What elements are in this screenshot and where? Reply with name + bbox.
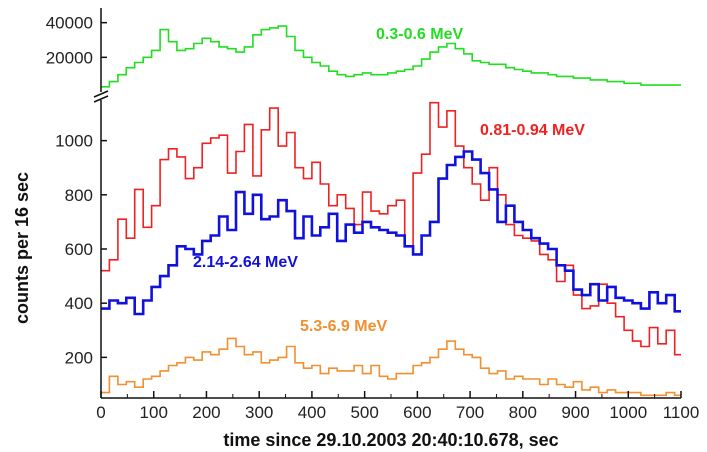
x-tick-label-3: 300 — [245, 403, 273, 422]
x-tick-label-1: 100 — [140, 403, 168, 422]
x-tick-label-8: 800 — [509, 403, 537, 422]
x-tick-label-11: 1100 — [663, 403, 700, 422]
series-label-5-3-6-9-MeV: 5.3-6.9 MeV — [300, 318, 387, 335]
series-line-0-81-0-94-MeV — [101, 101, 681, 356]
y-tick-label-lower-0: 200 — [65, 348, 93, 367]
y-tick-label-upper-1: 40000 — [46, 14, 93, 33]
series-label-0-81-0-94-MeV: 0.81-0.94 MeV — [480, 122, 585, 139]
x-tick-label-6: 600 — [403, 403, 431, 422]
axis-break-icon — [93, 90, 109, 103]
x-tick-label-4: 400 — [298, 403, 326, 422]
axes-layer — [93, 8, 681, 399]
series-line-0-3-0-6-MeV — [101, 25, 681, 88]
x-tick-label-0: 0 — [96, 403, 105, 422]
series-line-2-14-2-64-MeV — [101, 150, 681, 316]
x-axis-title: time since 29.10.2003 20:40:10.678, sec — [223, 430, 558, 450]
x-tick-label-7: 700 — [456, 403, 484, 422]
y-axis-title: counts per 16 sec — [12, 172, 32, 324]
y-tick-label-upper-0: 20000 — [46, 48, 93, 67]
series-layer — [101, 25, 681, 397]
y-tick-label-lower-1: 400 — [65, 294, 93, 313]
x-tick-label-9: 900 — [561, 403, 589, 422]
labels-layer: 0.3-0.6 MeV 0.81-0.94 MeV 2.14-2.64 MeV 5.3… — [193, 26, 585, 335]
ticks-layer: 20000 40000 200 400 600 800 1000 0 100 200 300 400 5… — [46, 14, 700, 422]
x-tick-label-2: 200 — [192, 403, 220, 422]
series-line-5-3-6-9-MeV — [101, 337, 681, 397]
y-tick-label-lower-4: 1000 — [55, 132, 93, 151]
x-tick-label-5: 500 — [350, 403, 378, 422]
series-label-0-3-0-6-MeV: 0.3-0.6 MeV — [376, 26, 463, 43]
series-label-2-14-2-64-MeV: 2.14-2.64 MeV — [193, 254, 298, 271]
y-tick-label-lower-2: 600 — [65, 240, 93, 259]
x-tick-label-10: 1000 — [609, 403, 647, 422]
y-tick-label-lower-3: 800 — [65, 186, 93, 205]
